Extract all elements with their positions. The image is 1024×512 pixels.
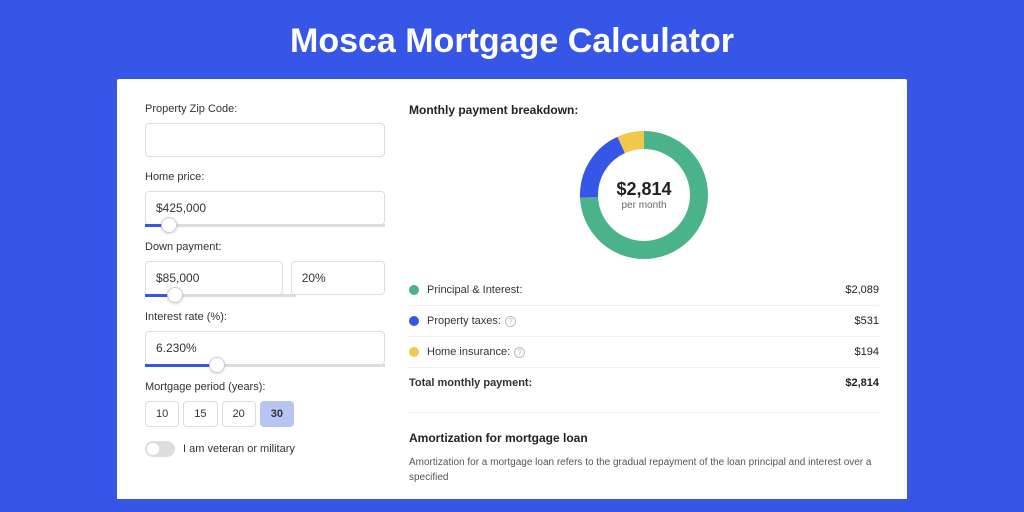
mortgage-period-label: Mortgage period (years):	[145, 381, 385, 393]
legend-value-insurance: $194	[855, 346, 879, 358]
veteran-toggle[interactable]	[145, 441, 175, 457]
amortization-title: Amortization for mortgage loan	[409, 431, 879, 445]
legend-label-total: Total monthly payment:	[409, 377, 845, 389]
legend-dot-principal	[409, 285, 419, 295]
legend-row-principal: Principal & Interest:$2,089	[409, 275, 879, 306]
interest-rate-input[interactable]	[145, 331, 385, 365]
interest-rate-label: Interest rate (%):	[145, 311, 385, 323]
mortgage-period-option-20[interactable]: 20	[222, 401, 256, 427]
legend-label-insurance: Home insurance:?	[427, 346, 855, 358]
donut-center-sub: per month	[621, 200, 666, 211]
down-payment-field: Down payment:	[145, 241, 385, 297]
breakdown-panel: Monthly payment breakdown: $2,814 per mo…	[409, 103, 879, 475]
interest-rate-field: Interest rate (%):	[145, 311, 385, 367]
home-price-field: Home price:	[145, 171, 385, 227]
zip-label: Property Zip Code:	[145, 103, 385, 115]
home-price-label: Home price:	[145, 171, 385, 183]
veteran-label: I am veteran or military	[183, 443, 295, 455]
page-title: Mosca Mortgage Calculator	[0, 0, 1024, 79]
legend-row-insurance: Home insurance:?$194	[409, 337, 879, 368]
legend-row-taxes: Property taxes:?$531	[409, 306, 879, 337]
mortgage-period-field: Mortgage period (years): 10152030	[145, 381, 385, 427]
zip-field: Property Zip Code:	[145, 103, 385, 157]
interest-rate-slider[interactable]	[145, 364, 385, 367]
home-price-input[interactable]	[145, 191, 385, 225]
separator	[409, 412, 879, 413]
donut-center: $2,814 per month	[580, 131, 708, 259]
legend-value-principal: $2,089	[845, 284, 879, 296]
mortgage-period-option-30[interactable]: 30	[260, 401, 294, 427]
legend-value-taxes: $531	[855, 315, 879, 327]
home-price-slider[interactable]	[145, 224, 385, 227]
mortgage-period-option-15[interactable]: 15	[183, 401, 217, 427]
donut-center-value: $2,814	[616, 179, 671, 200]
mortgage-period-options: 10152030	[145, 401, 385, 427]
mortgage-period-option-10[interactable]: 10	[145, 401, 179, 427]
form-panel: Property Zip Code: Home price: Down paym…	[145, 103, 385, 475]
down-payment-amount-input[interactable]	[145, 261, 283, 295]
legend-label-principal: Principal & Interest:	[427, 284, 845, 296]
down-payment-label: Down payment:	[145, 241, 385, 253]
amortization-text: Amortization for a mortgage loan refers …	[409, 455, 879, 485]
breakdown-legend: Principal & Interest:$2,089Property taxe…	[409, 275, 879, 398]
veteran-toggle-row: I am veteran or military	[145, 441, 385, 457]
breakdown-title: Monthly payment breakdown:	[409, 103, 879, 117]
down-payment-slider[interactable]	[145, 294, 296, 297]
down-payment-pct-input[interactable]	[291, 261, 385, 295]
donut-chart: $2,814 per month	[580, 131, 708, 259]
donut-chart-wrap: $2,814 per month	[409, 131, 879, 259]
legend-row-total: Total monthly payment:$2,814	[409, 368, 879, 398]
info-icon[interactable]: ?	[505, 316, 516, 327]
legend-label-taxes: Property taxes:?	[427, 315, 855, 327]
zip-input[interactable]	[145, 123, 385, 157]
calculator-card: Property Zip Code: Home price: Down paym…	[117, 79, 907, 499]
legend-value-total: $2,814	[845, 377, 879, 389]
legend-dot-insurance	[409, 347, 419, 357]
info-icon[interactable]: ?	[514, 347, 525, 358]
legend-dot-taxes	[409, 316, 419, 326]
